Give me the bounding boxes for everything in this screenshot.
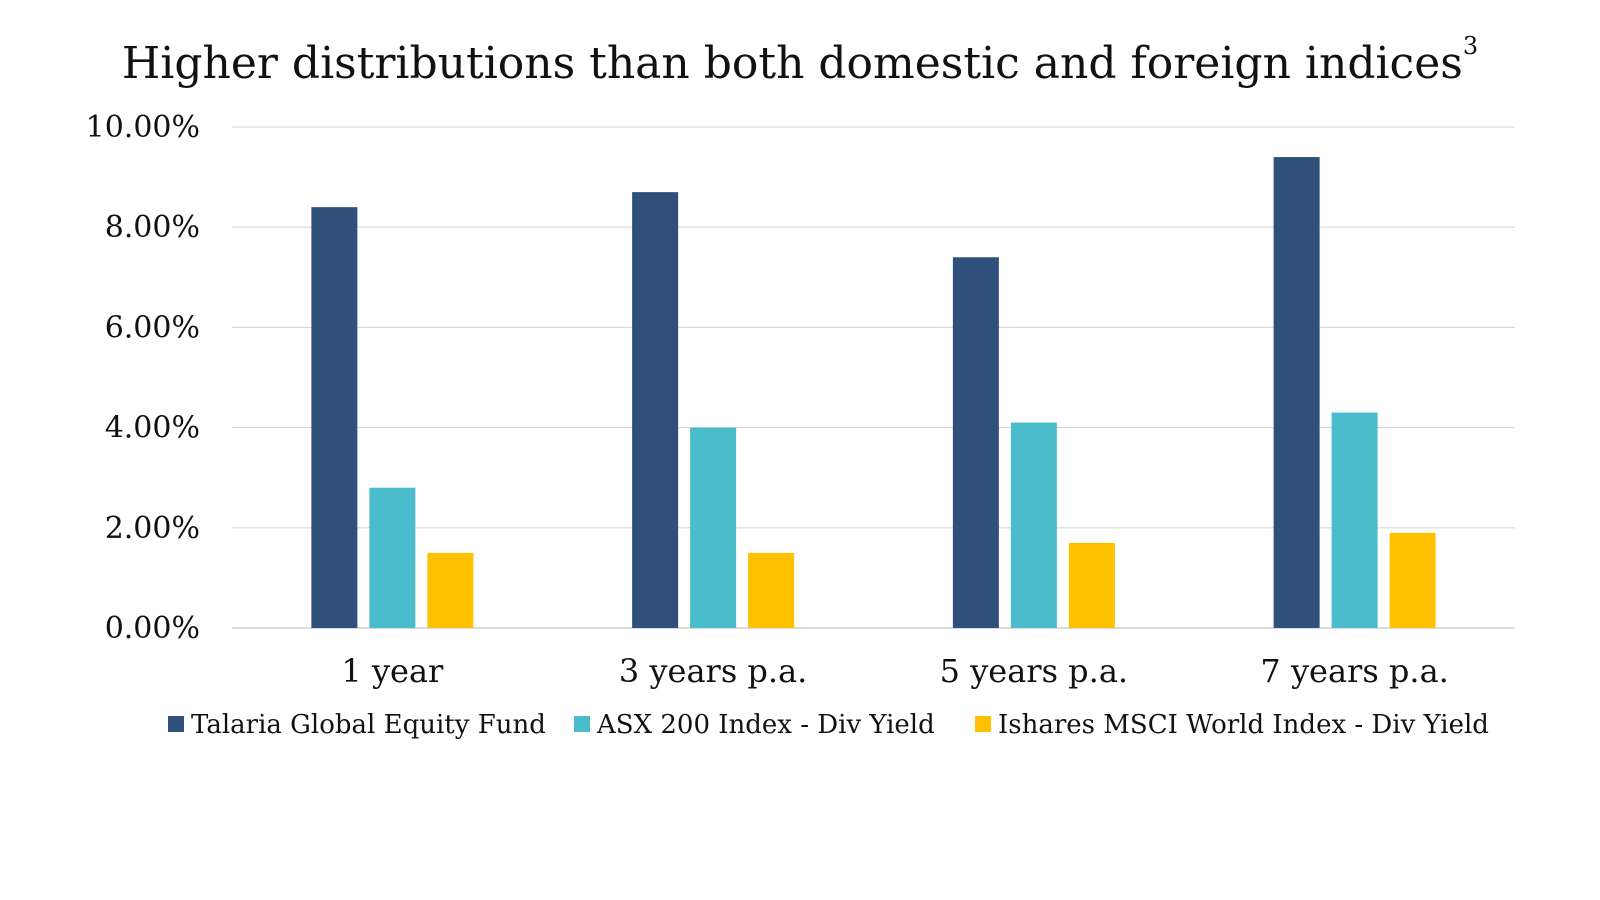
legend-item: ASX 200 Index - Div Yield [574,710,935,740]
bar [1389,532,1436,628]
bar [427,552,474,628]
y-tick-label: 0.00% [105,611,200,646]
x-tick-label: 7 years p.a. [1260,652,1448,690]
chart-title-superscript: 3 [1463,32,1478,60]
x-axis: 1 year 3 years p.a. 5 years p.a. 7 years p.… [341,652,1448,690]
legend-swatch [168,716,184,732]
bars [311,157,1436,628]
chart-title: Higher distributions than both domestic … [122,32,1478,89]
x-tick-label: 5 years p.a. [940,652,1128,690]
bar [748,552,795,628]
bar [690,427,737,628]
bar [1331,412,1378,628]
bar [632,192,679,628]
bar [1273,157,1320,628]
y-tick-label: 8.00% [105,210,200,245]
bar [311,207,358,628]
legend-label: Talaria Global Equity Fund [191,710,546,740]
gridlines [232,126,1515,629]
y-tick-label: 10.00% [86,110,200,145]
bar [1010,422,1057,628]
legend-item: Ishares MSCI World Index - Div Yield [975,710,1489,740]
x-tick-label: 3 years p.a. [619,652,807,690]
y-tick-label: 4.00% [105,411,200,446]
legend-swatch [975,716,991,732]
bar [952,257,999,628]
chart-title-main: Higher distributions than both domestic … [122,38,1463,89]
legend-label: Ishares MSCI World Index - Div Yield [998,710,1489,740]
bar [369,487,416,628]
x-tick-label: 1 year [341,652,444,690]
legend-label: ASX 200 Index - Div Yield [596,710,935,740]
legend-item: Talaria Global Equity Fund [168,710,546,740]
y-tick-label: 6.00% [105,310,200,345]
bar [1068,542,1115,628]
y-tick-label: 2.00% [105,511,200,546]
legend-swatch [574,716,590,732]
legend: Talaria Global Equity Fund ASX 200 Index … [168,710,1489,740]
y-axis: 0.00% 2.00% 4.00% 6.00% 8.00% 10.00% [86,110,200,646]
